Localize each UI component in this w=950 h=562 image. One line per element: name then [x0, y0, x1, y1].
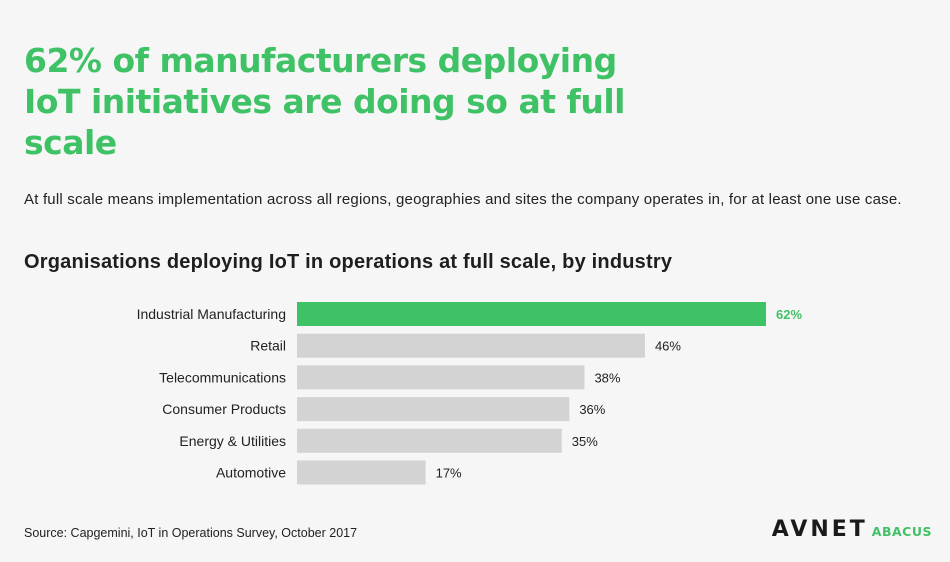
value-label-automotive: 17% [436, 466, 462, 481]
subtitle: At full scale means implementation acros… [24, 191, 902, 208]
bar-energy-and-utilities [297, 428, 562, 453]
bar-automotive [297, 460, 426, 485]
category-label-automotive: Automotive [216, 465, 286, 481]
chart-title: Organisations deploying IoT in operation… [24, 251, 673, 273]
value-label-telecommunications: 38% [594, 370, 620, 385]
headline: 62% of manufacturers deploying IoT initi… [24, 41, 625, 162]
category-label-industrial-manufacturing: Industrial Manufacturing [137, 306, 286, 322]
source-note: Source: Capgemini, IoT in Operations Sur… [24, 526, 358, 540]
bar-chart: Industrial Manufacturing 62% Retail 46% Tele… [137, 302, 802, 485]
category-label-retail: Retail [250, 338, 286, 354]
bar-telecommunications [297, 365, 585, 390]
logo-main-text: AVNET [771, 517, 868, 542]
logo-sub-text: ABACUS [871, 524, 932, 539]
avnet-abacus-logo: AVNET ABACUS [772, 517, 932, 542]
value-label-energy-and-utilities: 35% [572, 434, 598, 449]
bar-retail [297, 333, 645, 358]
value-label-consumer-products: 36% [579, 402, 605, 417]
category-label-consumer-products: Consumer Products [162, 401, 286, 417]
category-label-energy-and-utilities: Energy & Utilities [179, 433, 286, 449]
bar-consumer-products [297, 397, 570, 422]
value-label-retail: 46% [655, 339, 681, 354]
value-label-industrial-manufacturing: 62% [776, 307, 802, 322]
bar-industrial-manufacturing [297, 302, 766, 326]
category-label-telecommunications: Telecommunications [159, 369, 286, 385]
